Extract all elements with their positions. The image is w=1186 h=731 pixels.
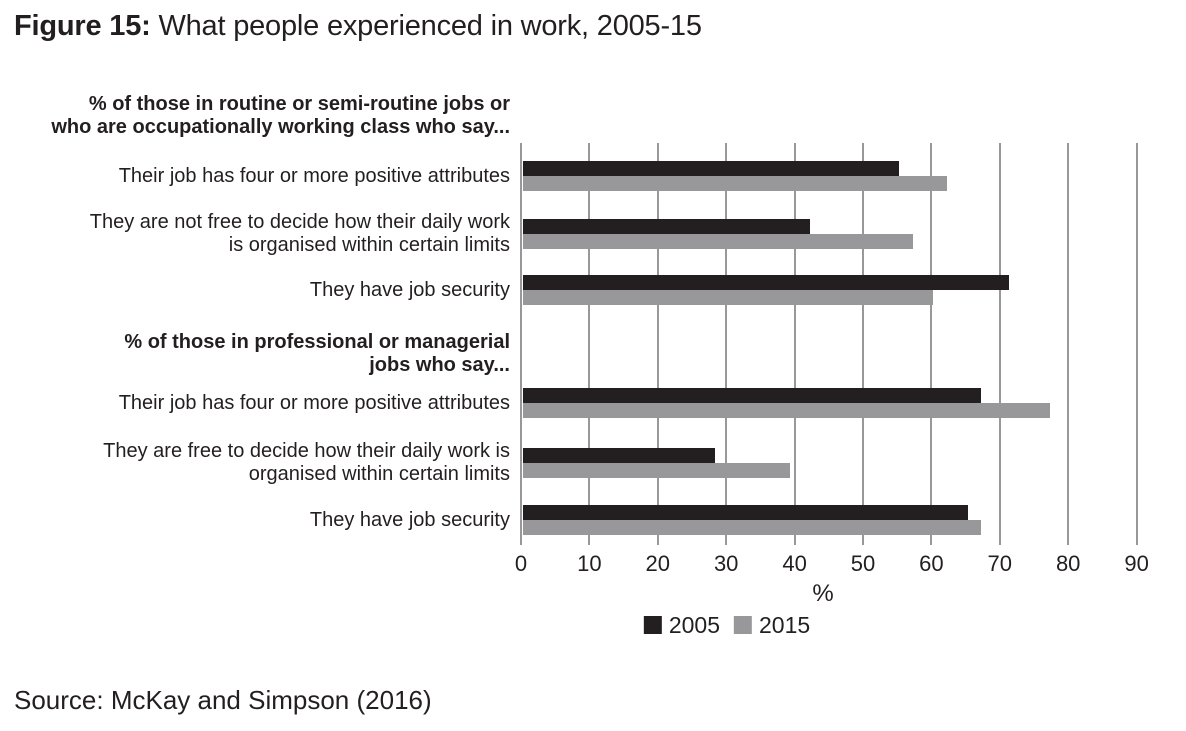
- bar-2005: [523, 275, 1009, 290]
- x-axis-label: %: [812, 580, 834, 607]
- bar-2015: [523, 234, 913, 249]
- x-tick-label: 80: [1055, 551, 1081, 576]
- gridline-90: [1135, 143, 1138, 545]
- gridline-40: [793, 143, 796, 545]
- legend-item-2015: 2015: [734, 613, 810, 637]
- gridline-60: [930, 143, 933, 545]
- legend-label: 2015: [759, 612, 811, 638]
- gridline-70: [998, 143, 1001, 545]
- x-tick-label: 10: [577, 551, 602, 576]
- bar-2015: [523, 520, 982, 535]
- legend-swatch-2015: [734, 616, 752, 634]
- legend: 2005 2015: [643, 612, 810, 638]
- row-label: They have job security: [309, 278, 510, 301]
- group-header: % of those in professional or managerial…: [124, 331, 510, 376]
- gridline-10: [588, 143, 591, 545]
- gridline-20: [656, 143, 659, 545]
- gridline-30: [725, 143, 728, 545]
- gridline-50: [862, 143, 864, 545]
- legend-item-2005: 2005: [643, 612, 720, 638]
- x-tick-label: 50: [850, 551, 876, 576]
- group-header: % of those in routine or semi-routine jo…: [51, 93, 510, 138]
- bar-2015: [523, 176, 948, 191]
- x-tick-label: 90: [1124, 551, 1149, 576]
- row-label: They are not free to decide how their da…: [89, 211, 510, 256]
- row-label: Their job has four or more positive attr…: [118, 391, 510, 414]
- gridline-0: [520, 143, 522, 545]
- row-label: They are free to decide how their daily …: [103, 440, 510, 485]
- x-tick-label: 0: [514, 551, 528, 576]
- figure-number: Figure 15:: [14, 10, 151, 42]
- bar-2015: [523, 290, 934, 305]
- bar-2005: [523, 448, 715, 463]
- x-tick-label: 60: [919, 551, 944, 576]
- gridline-80: [1067, 143, 1070, 545]
- x-tick-label: 40: [782, 551, 807, 576]
- bar-2005: [523, 505, 968, 520]
- legend-swatch-2005: [643, 616, 662, 634]
- bar-2005: [523, 219, 811, 234]
- bar-2015: [523, 463, 790, 478]
- row-label: Their job has four or more positive attr…: [118, 164, 510, 187]
- x-tick-label: 70: [987, 551, 1013, 576]
- figure-title: Figure 15: What people experienced in wo…: [14, 8, 702, 45]
- bar-2005: [523, 388, 982, 403]
- source-note: Source: McKay and Simpson (2016): [14, 685, 432, 715]
- x-tick-label: 30: [713, 551, 739, 576]
- row-label: They have job security: [309, 508, 510, 531]
- bar-2005: [523, 161, 900, 176]
- legend-label: 2005: [668, 612, 720, 638]
- x-tick-label: 20: [645, 551, 671, 576]
- figure-title-text: What people experienced in work, 2005-15: [158, 10, 702, 42]
- bar-2015: [523, 403, 1050, 418]
